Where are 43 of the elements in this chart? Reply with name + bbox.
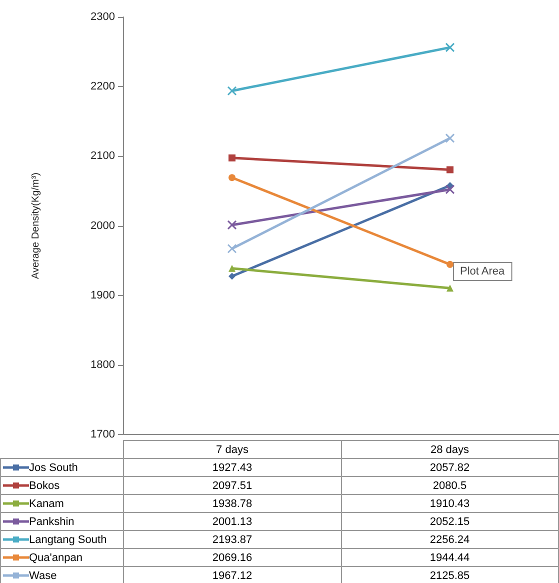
data-label: 2256.24	[341, 530, 558, 548]
point	[445, 184, 455, 194]
data-label: 2052.15	[341, 512, 558, 530]
point	[227, 86, 237, 96]
y-tick-label: 2100	[90, 150, 115, 162]
y-axis-title: Average Density(Kg/m³)	[30, 172, 42, 280]
y-tick-label: 1800	[90, 358, 115, 371]
point	[446, 166, 454, 174]
y-tick-label: 1900	[90, 289, 115, 302]
data-label: 2125.85	[341, 566, 558, 583]
point	[228, 272, 236, 280]
legend-label: Wase	[29, 570, 57, 582]
data-label: 2097.51	[124, 476, 341, 494]
data-label: 1944.44	[341, 548, 558, 566]
legend-label: Qua'anpan	[29, 552, 82, 564]
x-tick-label: 28 days	[341, 440, 558, 458]
point	[445, 42, 455, 52]
point	[228, 154, 236, 162]
point	[227, 244, 237, 254]
y-tick-label: 1700	[90, 428, 115, 440]
legend-label: Kanam	[29, 498, 64, 510]
point	[446, 260, 454, 268]
data-label: 2080.5	[341, 476, 558, 494]
x-tick-label: 7 days	[124, 440, 341, 458]
data-label: 1938.78	[124, 494, 341, 512]
point	[228, 174, 236, 182]
y-tick-label: 2300	[90, 11, 115, 23]
y-tick-label: 2000	[90, 220, 115, 232]
data-label: 2193.87	[124, 530, 341, 548]
data-label: 2069.16	[124, 548, 341, 566]
point	[227, 220, 237, 230]
data-label: 2001.13	[124, 512, 341, 530]
data-label: 1967.12	[124, 566, 341, 583]
data-label: 1927.43	[124, 458, 341, 476]
point	[445, 133, 455, 143]
legend-label: Bokos	[29, 480, 60, 492]
legend-label: Langtang South	[29, 534, 107, 546]
data-label: 1910.43	[341, 494, 558, 512]
legend-label: Pankshin	[29, 516, 74, 528]
annotation: Plot Area	[460, 266, 506, 278]
y-tick-label: 2200	[90, 80, 115, 93]
data-label: 2057.82	[341, 458, 558, 476]
legend-label: Jos South	[29, 462, 78, 474]
